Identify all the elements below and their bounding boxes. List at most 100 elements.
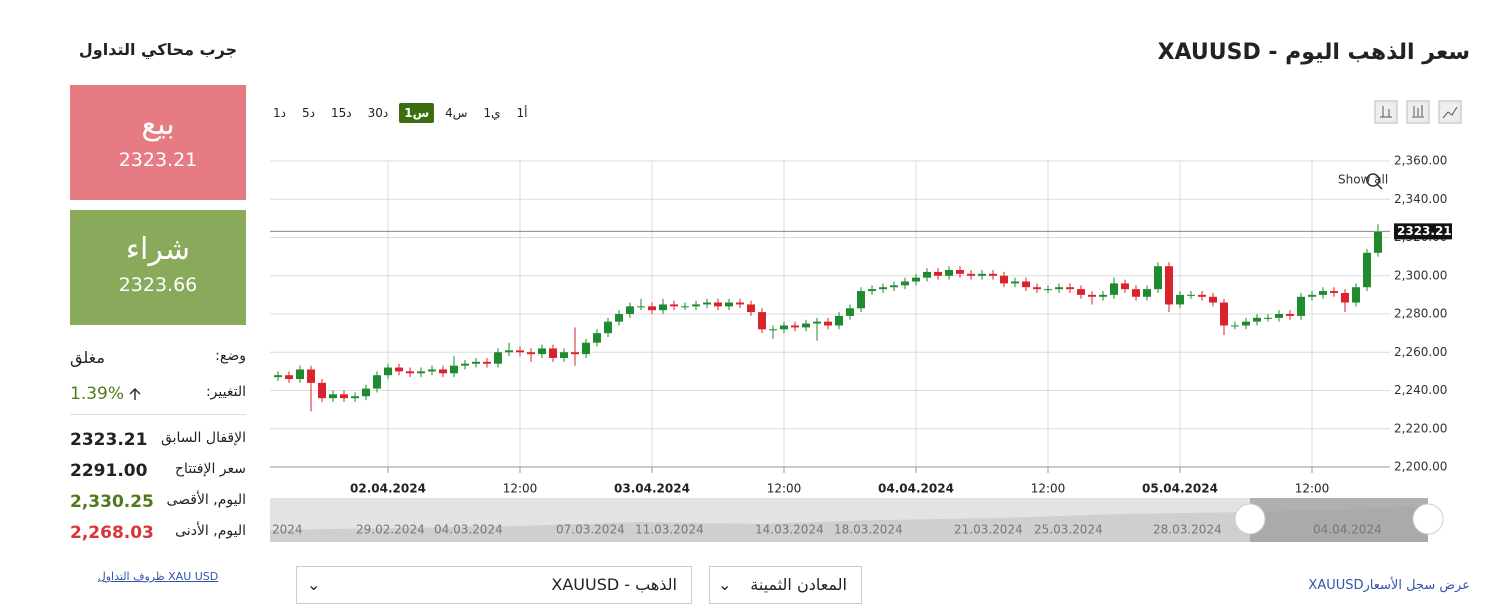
instrument-select[interactable]: الذهب - XAUUSD ⌄ xyxy=(296,566,692,604)
candle-body xyxy=(505,350,513,353)
navigator-handle[interactable] xyxy=(1234,503,1266,535)
candle-body xyxy=(1088,294,1096,297)
candle-body xyxy=(1319,291,1327,295)
change-value-wrap: 1.39% xyxy=(70,384,142,404)
candle-body xyxy=(428,369,436,372)
chart-type-icons xyxy=(1374,100,1462,124)
candle-body xyxy=(1253,317,1261,322)
candle-body xyxy=(1242,321,1250,326)
candle-body xyxy=(1066,287,1074,290)
plot: 2,200.00 2,220.00 2,240.00 2,260.00 2,280.00… xyxy=(270,154,1452,496)
candle-body xyxy=(1209,296,1217,303)
stat-label: سعر الإفتتاح xyxy=(175,461,246,477)
y-tick-label: 2,280.00 xyxy=(1394,307,1447,321)
candle-body xyxy=(1154,266,1162,290)
trading-conditions-link[interactable]: XAU USD ظروف التداول xyxy=(97,570,219,583)
navigator-label: 28.03.2024 xyxy=(1153,523,1222,537)
candle-body xyxy=(1297,296,1305,316)
navigator-window[interactable] xyxy=(1250,498,1428,542)
candle-body xyxy=(472,361,480,364)
last-price-label: 2323.21 xyxy=(1397,224,1452,238)
icon-line[interactable] xyxy=(1438,100,1462,124)
history-link[interactable]: عرض سجل الأسعارXAUUSD xyxy=(1308,578,1470,593)
chart: Show all 2,200.00 2,220.00 2,240.00 2,260.0… xyxy=(270,100,1462,542)
candle-body xyxy=(846,308,854,316)
timeframe-button[interactable]: 15د xyxy=(330,106,352,120)
candle-body xyxy=(1099,294,1107,297)
candle-body xyxy=(362,388,370,397)
timeframe-button[interactable]: 1ي xyxy=(483,106,501,120)
x-tick-label: 12:00 xyxy=(1295,482,1330,496)
candle-body xyxy=(989,273,997,276)
buy-button[interactable]: شراء 2323.66 xyxy=(70,210,246,325)
navigator-handle[interactable] xyxy=(1412,503,1444,535)
candle-body xyxy=(307,369,315,383)
navigator-label: 04.03.2024 xyxy=(434,523,503,537)
stat-row: اليوم, الأدنى 2,268.03 xyxy=(70,523,246,543)
timeframe-button[interactable]: 4س xyxy=(445,106,468,120)
candle-body xyxy=(912,277,920,282)
candle-body xyxy=(1286,314,1294,316)
navigator-label: 04.04.2024 xyxy=(1313,523,1382,537)
sell-button[interactable]: بيع 2323.21 xyxy=(70,85,246,200)
candle-body xyxy=(1341,292,1349,303)
candle-body xyxy=(780,325,788,330)
candle-body xyxy=(571,352,579,355)
candle-body xyxy=(1176,294,1184,305)
timeframe-button[interactable]: 30د xyxy=(367,106,389,120)
stat-value: 2323.21 xyxy=(70,430,148,450)
candle-body xyxy=(1033,287,1041,290)
navigator-label: 07.03.2024 xyxy=(556,523,625,537)
candle-body xyxy=(351,396,359,399)
candle-body xyxy=(637,306,645,308)
timeframe-button[interactable]: 5د xyxy=(301,106,315,120)
candle-body xyxy=(384,367,392,376)
candle-body xyxy=(285,375,293,380)
zoom-icon[interactable] xyxy=(1366,173,1380,187)
candle-body xyxy=(1132,289,1140,297)
candle-body xyxy=(461,363,469,366)
candle-body xyxy=(1022,281,1030,288)
candle-body xyxy=(329,394,337,399)
navigator-label: 29.02.2024 xyxy=(356,523,425,537)
candle-body xyxy=(296,369,304,380)
candle-body xyxy=(1055,287,1063,290)
candle-body xyxy=(1275,314,1283,318)
candle-body xyxy=(494,352,502,364)
candle-body xyxy=(725,302,733,307)
candle-body xyxy=(1308,294,1316,297)
candle-body xyxy=(747,304,755,313)
timeframe-button[interactable]: 1د xyxy=(273,106,286,120)
status-label: وضع: xyxy=(215,348,246,364)
candle-body xyxy=(670,304,678,307)
candle-body xyxy=(274,375,282,378)
candle-body xyxy=(373,375,381,389)
candle-body xyxy=(318,382,326,399)
stat-label: الإقفال السابق xyxy=(160,430,246,446)
category-select[interactable]: المعادن الثمينة ⌄ xyxy=(709,566,862,604)
candle-body xyxy=(1330,291,1338,293)
candle-body xyxy=(1264,317,1272,319)
candle-body xyxy=(1363,252,1371,288)
candle-body xyxy=(890,285,898,288)
timeframe-button[interactable]: 1س xyxy=(399,103,435,123)
candle-body xyxy=(758,312,766,330)
sell-price: 2323.21 xyxy=(118,149,198,171)
y-tick-label: 2,240.00 xyxy=(1394,383,1447,397)
change-row: التغيير: 1.39% xyxy=(70,384,246,415)
candle-body xyxy=(857,291,865,309)
buy-price: 2323.66 xyxy=(118,274,198,296)
icon-bar[interactable] xyxy=(1374,100,1398,124)
y-tick-label: 2,340.00 xyxy=(1394,192,1447,206)
candle-body xyxy=(1000,275,1008,284)
timeframe-button[interactable]: 1أ xyxy=(516,106,528,120)
x-tick-label: 12:00 xyxy=(767,482,802,496)
navigator-label: 2024 xyxy=(272,523,303,537)
navigator-label: 11.03.2024 xyxy=(635,523,704,537)
candle-body xyxy=(582,342,590,355)
y-tick-label: 2,300.00 xyxy=(1394,268,1447,282)
candle-body xyxy=(1044,289,1052,291)
show-all[interactable]: Show all xyxy=(1338,173,1388,187)
candle-body xyxy=(659,304,667,311)
instrument-text: الذهب - XAUUSD xyxy=(551,575,677,594)
